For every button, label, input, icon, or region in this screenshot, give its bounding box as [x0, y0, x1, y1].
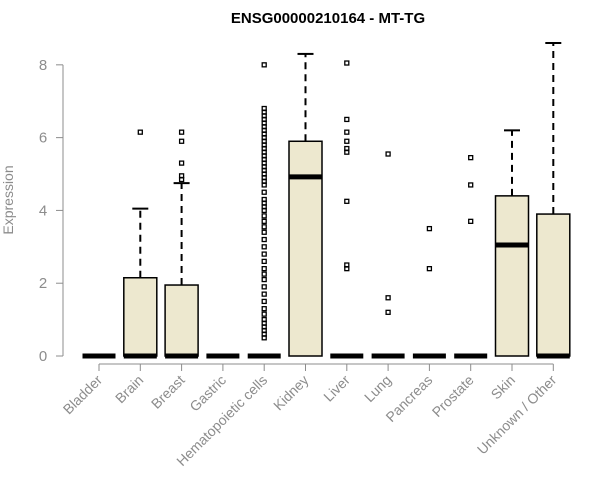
outlier-point: [261, 271, 267, 277]
outlier-point: [261, 291, 267, 297]
outlier-point: [261, 284, 267, 290]
outlier-point: [426, 225, 433, 232]
box-iqr: [164, 284, 199, 357]
y-tick-label: 6: [39, 130, 47, 147]
box-iqr: [123, 277, 158, 357]
outlier-point: [137, 129, 143, 135]
y-tick-label: 4: [39, 202, 47, 219]
outlier-point: [178, 173, 185, 179]
outlier-point: [178, 129, 185, 135]
boxes-group: [82, 42, 571, 359]
x-tick-label: Breast: [148, 372, 188, 412]
outlier-point: [261, 258, 267, 265]
box-liver: [330, 60, 364, 359]
outlier-point: [261, 316, 267, 323]
outlier-point: [344, 145, 350, 152]
outlier-point: [426, 266, 433, 272]
outlier-point: [261, 311, 267, 317]
outlier-point: [344, 116, 350, 123]
x-tick-label: Liver: [320, 372, 353, 405]
outlier-point: [261, 306, 267, 312]
outlier-point: [261, 213, 267, 219]
y-axis-label: Expression: [0, 165, 16, 234]
outlier-point: [261, 244, 267, 250]
outlier-point: [261, 251, 267, 257]
x-tick-label: Brain: [112, 372, 146, 406]
outlier-point: [261, 229, 267, 235]
chart-title: ENSG00000210164 - MT-TG: [231, 10, 425, 27]
outlier-point: [344, 198, 350, 204]
outlier-point: [344, 129, 350, 135]
outlier-point: [261, 105, 267, 112]
outlier-point: [261, 196, 267, 203]
box-kidney: [288, 52, 323, 357]
box-breast: [164, 129, 199, 359]
box-skin: [494, 129, 530, 357]
box-unknown-other: [536, 42, 571, 359]
outlier-point: [178, 138, 185, 144]
box-brain: [123, 129, 158, 359]
outlier-point: [344, 262, 350, 268]
box-iqr: [288, 140, 323, 357]
outlier-point: [385, 151, 391, 157]
x-tick-label: Prostate: [429, 372, 477, 420]
outlier-point: [385, 309, 391, 315]
outlier-point: [261, 224, 267, 230]
y-tick-label: 0: [39, 348, 47, 365]
x-tick-label: Kidney: [270, 372, 312, 414]
outlier-point: [178, 160, 185, 166]
outlier-point: [261, 266, 267, 272]
box-iqr: [536, 213, 571, 357]
y-tick-label: 2: [39, 275, 47, 292]
box-pancreas: [412, 225, 446, 359]
outlier-point: [344, 60, 350, 66]
outlier-point: [261, 218, 267, 224]
outlier-point: [468, 182, 474, 188]
x-tick-label: Lung: [361, 372, 394, 405]
outlier-point: [261, 189, 267, 195]
outlier-point: [468, 154, 474, 161]
outlier-point: [261, 62, 267, 68]
outlier-point: [385, 295, 391, 301]
outlier-point: [261, 298, 267, 305]
outlier-point: [468, 218, 474, 224]
outlier-point: [261, 276, 267, 283]
outlier-point: [261, 236, 267, 243]
box-hematopoietic-cells: [247, 62, 281, 359]
x-tick-label: Bladder: [60, 372, 106, 418]
y-tick-label: 8: [39, 57, 47, 74]
outlier-point: [344, 138, 350, 144]
x-tick-label: Skin: [488, 372, 519, 403]
box-lung: [371, 151, 405, 359]
box-prostate: [454, 154, 488, 359]
y-axis: 0 2 4 6 8: [39, 57, 64, 365]
box-iqr: [494, 195, 530, 357]
